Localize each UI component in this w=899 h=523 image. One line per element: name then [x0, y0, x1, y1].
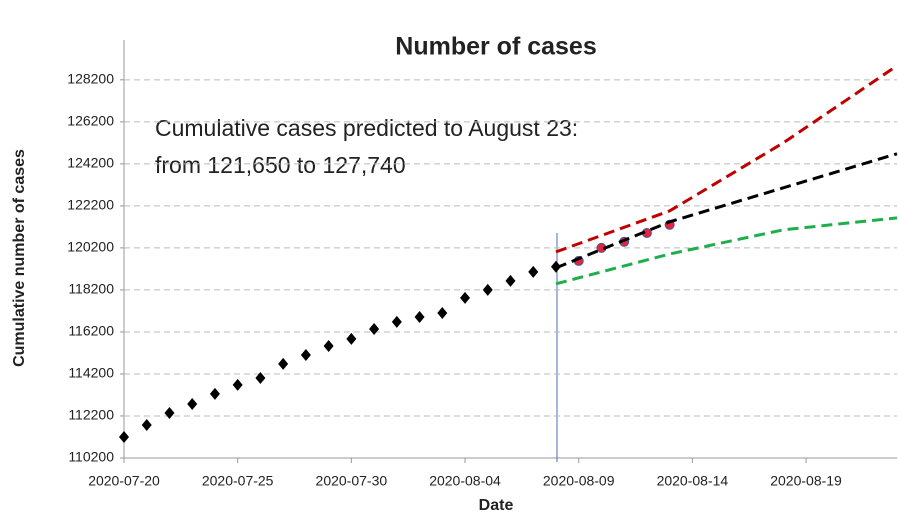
forecast-line — [555, 216, 898, 286]
y-tick-label: 122200 — [67, 197, 114, 213]
y-tick-label: 114200 — [68, 365, 114, 381]
x-tick-label: 2020-08-04 — [429, 473, 501, 489]
data-point — [346, 332, 357, 345]
data-point — [460, 291, 471, 304]
y-tick-label: 112200 — [68, 407, 114, 423]
data-point — [482, 283, 493, 296]
y-tick-label: 110200 — [68, 449, 114, 465]
y-axis-label: Cumulative number of cases — [11, 149, 28, 367]
forecast-line — [555, 152, 898, 270]
y-tick-label: 120200 — [67, 239, 114, 255]
data-point — [369, 322, 380, 335]
data-point — [528, 265, 539, 278]
data-point — [255, 371, 266, 384]
data-point — [323, 340, 334, 353]
data-point — [209, 387, 220, 400]
data-point — [391, 315, 402, 328]
data-point — [505, 274, 516, 287]
data-point — [119, 430, 129, 443]
x-tick-label: 2020-07-30 — [316, 473, 388, 489]
x-tick-label: 2020-08-09 — [543, 473, 615, 489]
forecast-line — [555, 64, 898, 254]
x-tick-label: 2020-07-25 — [202, 473, 274, 489]
y-tick-label: 128200 — [67, 71, 114, 87]
chart-title: Number of cases — [395, 33, 596, 61]
data-point — [278, 357, 289, 370]
annotation: Cumulative cases predicted to August 23: — [155, 115, 578, 141]
y-tick-label: 118200 — [68, 281, 114, 297]
x-tick-label: 2020-07-20 — [88, 473, 160, 489]
data-point — [164, 407, 175, 420]
data-point — [437, 307, 448, 320]
y-tick-label: 126200 — [67, 113, 114, 129]
data-point — [300, 349, 311, 362]
x-tick-label: 2020-08-19 — [770, 473, 842, 489]
data-point — [187, 398, 198, 411]
y-tick-label: 116200 — [68, 323, 114, 339]
x-tick-label: 2020-08-14 — [657, 473, 729, 489]
data-point — [232, 378, 243, 391]
data-point — [414, 311, 425, 324]
data-point — [141, 419, 152, 432]
x-axis-label: Date — [479, 497, 514, 514]
y-tick-label: 124200 — [67, 155, 114, 171]
annotation: from 121,650 to 127,740 — [155, 152, 406, 178]
